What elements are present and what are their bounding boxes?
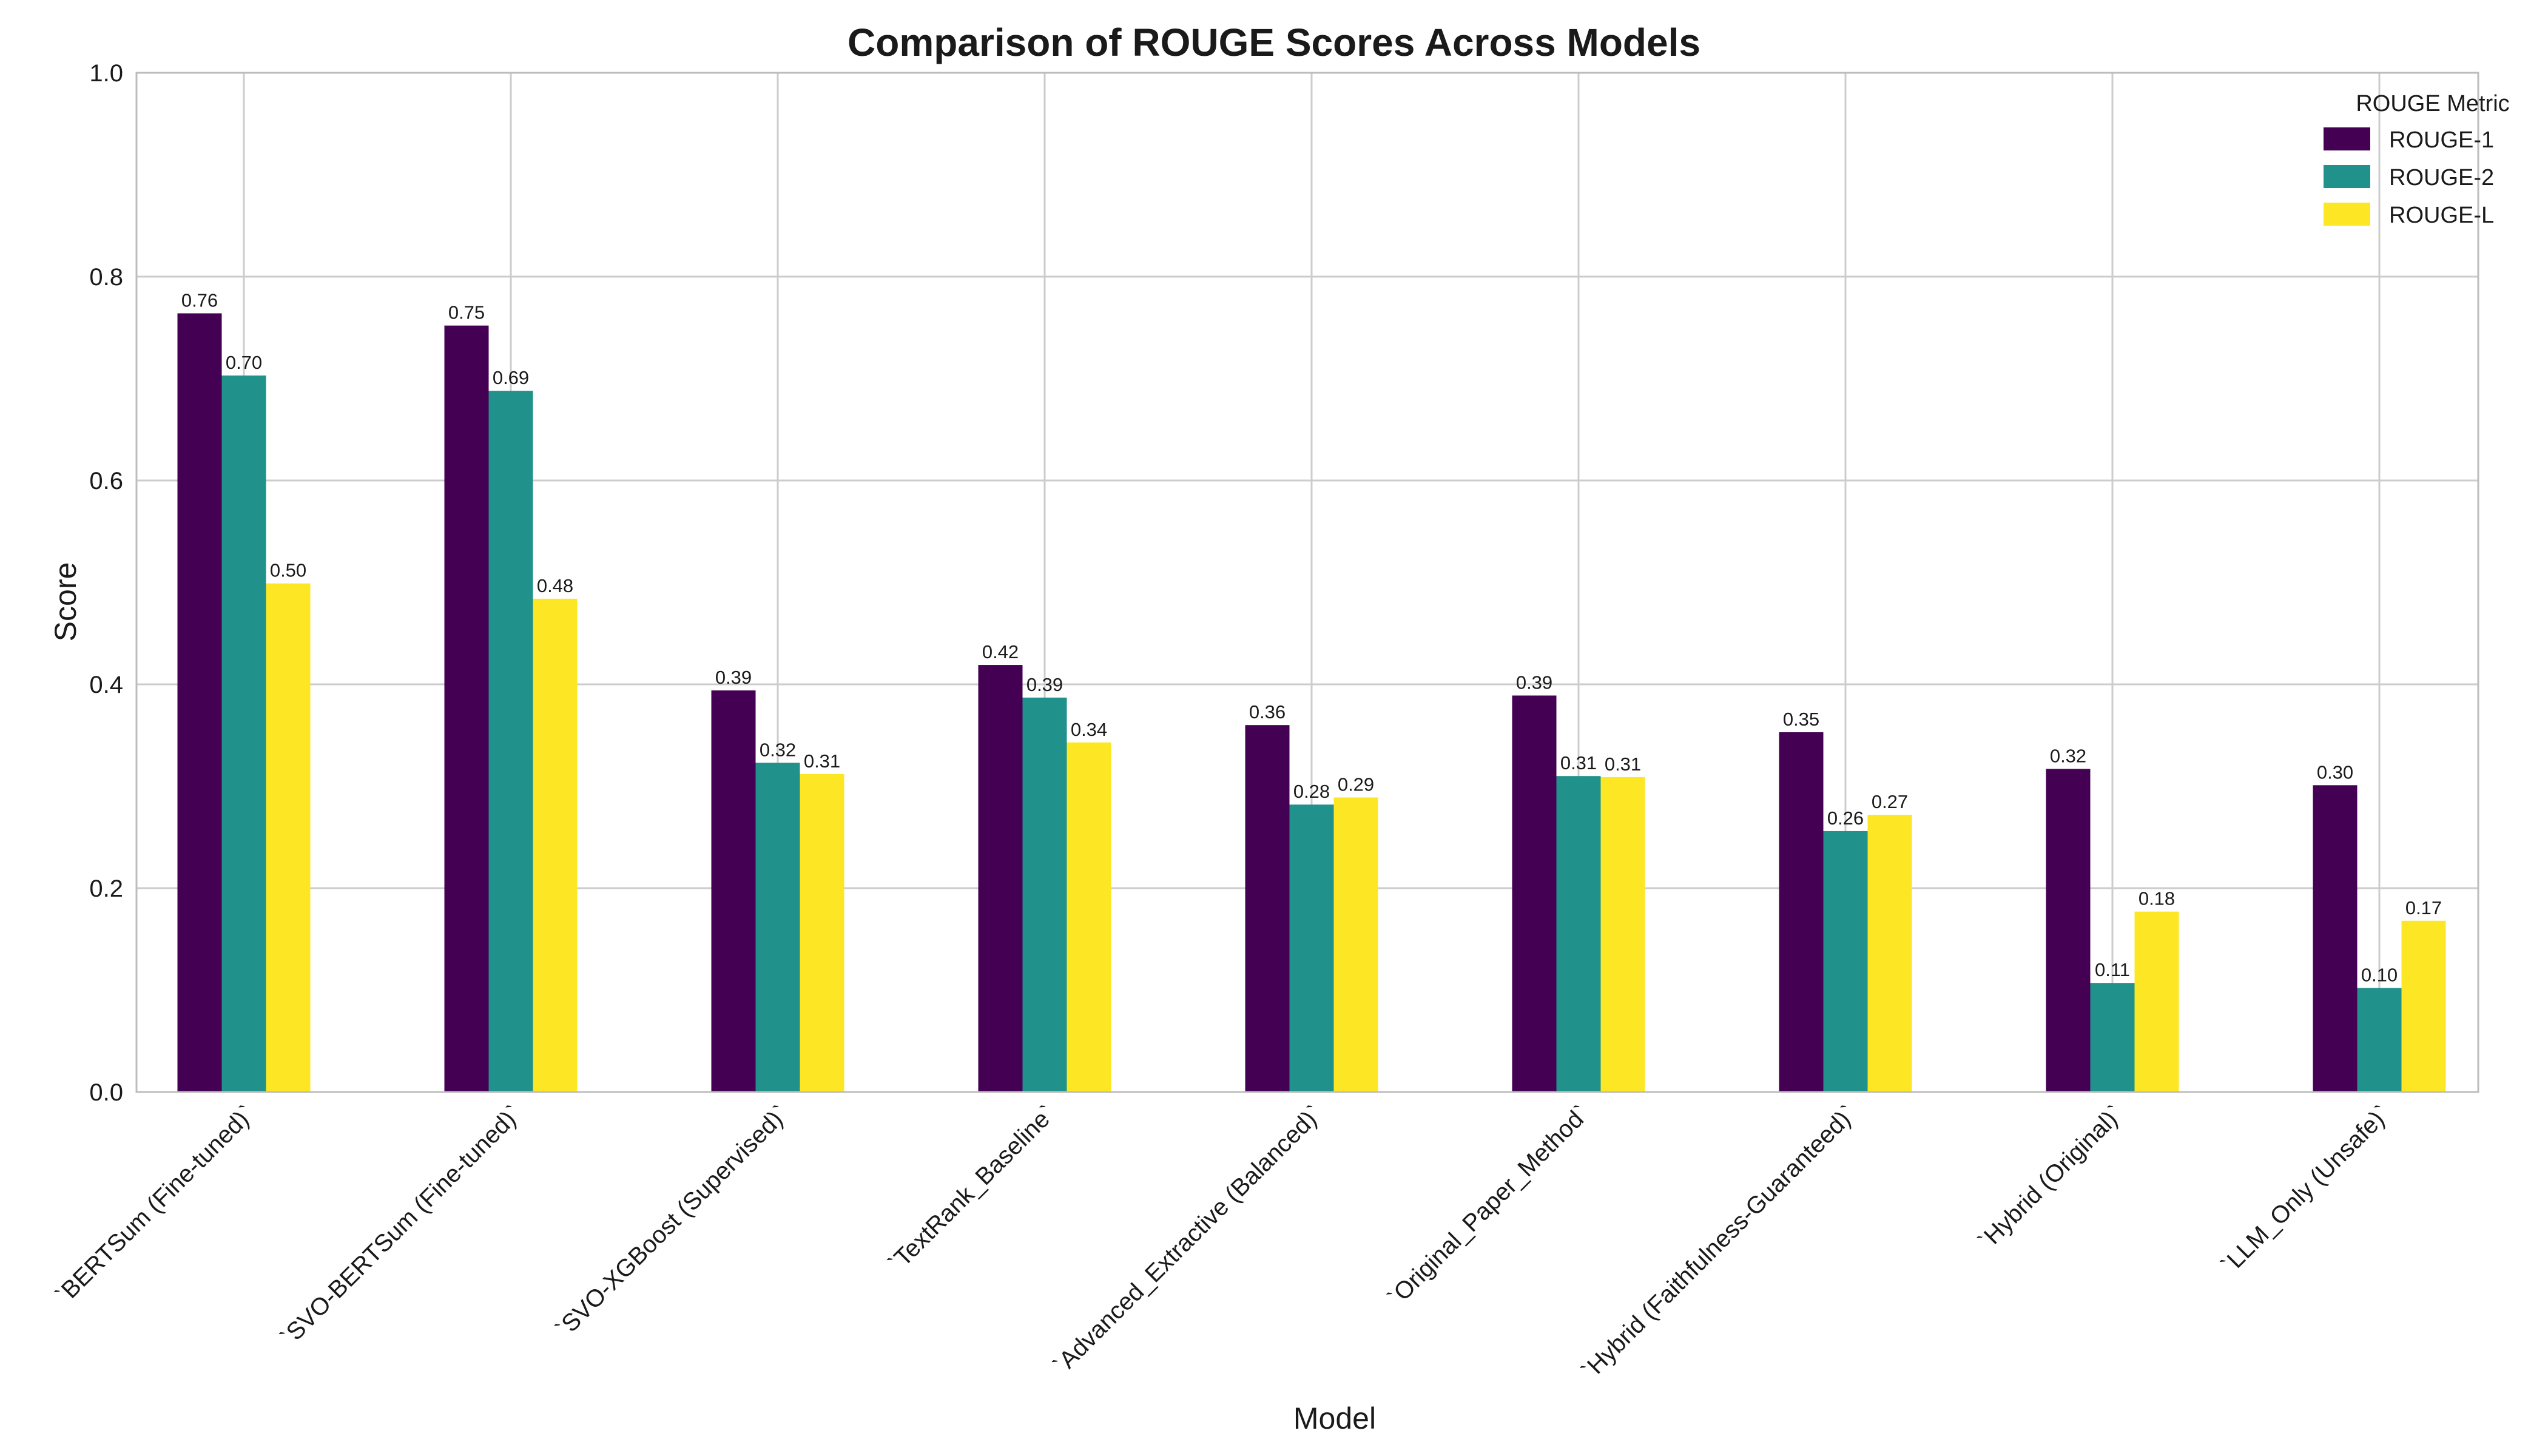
- bar-value-label: 0.42: [982, 641, 1019, 662]
- plot-frame: [135, 72, 2479, 1093]
- bar-rouge-l: [1067, 742, 1111, 1092]
- bar-rouge-2: [1289, 804, 1334, 1092]
- bar-rouge-l: [800, 774, 844, 1092]
- x-tick-label: `TextRank_Baseline`: [883, 1100, 1060, 1277]
- x-axis-label: Model: [1293, 1401, 1376, 1435]
- bar-rouge-1: [2046, 769, 2091, 1092]
- bar-rouge-1: [1779, 732, 1824, 1092]
- bar-value-label: 0.39: [1516, 672, 1552, 693]
- bar-value-label: 0.31: [1560, 752, 1597, 774]
- bar-value-label: 0.34: [1071, 719, 1107, 740]
- x-tick-label: `Hybrid (Original)`: [1973, 1100, 2129, 1255]
- legend-swatch: [2324, 127, 2370, 150]
- bar-rouge-2: [755, 763, 800, 1092]
- bar-rouge-l: [2134, 911, 2179, 1092]
- bar-rouge-l: [266, 583, 311, 1092]
- x-tick-label: `SVO-BERTSum (Fine-tuned)`: [275, 1100, 527, 1351]
- bar-rouge-2: [2357, 988, 2402, 1092]
- bar-value-label: 0.30: [2317, 761, 2353, 783]
- y-tick-label: 1.0: [89, 60, 123, 87]
- bar-rouge-l: [1600, 777, 1645, 1092]
- y-tick-label: 0.6: [89, 468, 123, 494]
- bar-rouge-2: [1823, 831, 1868, 1092]
- legend-entry-label: ROUGE-L: [2389, 203, 2494, 228]
- x-tick-label: `Original_Paper_Method`: [1383, 1100, 1595, 1312]
- bar-value-label: 0.32: [760, 739, 796, 760]
- bar-rouge-1: [1245, 725, 1290, 1092]
- bar-rouge-l: [2401, 920, 2446, 1092]
- y-axis-ticks: 0.0 0.2 0.4 0.6 0.8 1.0: [89, 60, 123, 1106]
- bar-rouge-2: [488, 391, 533, 1093]
- legend-title: ROUGE Metric: [2356, 91, 2509, 116]
- y-tick-label: 0.0: [89, 1079, 123, 1106]
- bar-rouge-1: [2313, 785, 2358, 1092]
- bar-value-label: 0.10: [2361, 965, 2398, 986]
- bar-value-label: 0.48: [537, 575, 573, 596]
- x-tick-label: `BERTSum (Fine-tuned)`: [50, 1100, 260, 1309]
- bar-value-label: 0.69: [493, 367, 529, 388]
- bar-value-label: 0.35: [1783, 709, 1819, 730]
- bar-value-label: 0.50: [270, 560, 306, 581]
- legend-items: ROUGE-1 ROUGE-2 ROUGE-L: [2324, 127, 2494, 228]
- y-tick-label: 0.8: [89, 264, 123, 291]
- bar-value-label: 0.32: [2050, 745, 2086, 766]
- bar-value-label: 0.31: [1605, 753, 1641, 775]
- bar-rouge-2: [1022, 697, 1067, 1092]
- legend: ROUGE Metric ROUGE-1 ROUGE-2 ROUGE-L: [2324, 91, 2510, 228]
- bar-value-labels: 0.76 0.75 0.39 0.42 0.36 0.39 0.35 0.32 0.30 0.70…: [181, 289, 2442, 985]
- legend-swatch: [2324, 165, 2370, 188]
- bar-value-label: 0.27: [1872, 791, 1908, 812]
- legend-entry-label: ROUGE-2: [2389, 165, 2494, 190]
- bar-rouge-1: [1512, 695, 1557, 1092]
- bar-rouge-1: [177, 313, 222, 1092]
- legend-swatch: [2324, 203, 2370, 226]
- y-axis-label: Score: [49, 562, 83, 642]
- bar-value-label: 0.39: [715, 667, 752, 688]
- bar-value-label: 0.28: [1293, 781, 1330, 802]
- x-tick-label: `Hybrid (Faithfulness-Guaranteed)`: [1577, 1100, 1862, 1385]
- bar-value-label: 0.39: [1026, 674, 1063, 695]
- bar-rouge-1: [444, 325, 489, 1092]
- bars: [177, 313, 2446, 1093]
- legend-entry-label: ROUGE-1: [2389, 127, 2494, 153]
- bar-value-label: 0.11: [2095, 959, 2130, 980]
- bar-rouge-l: [533, 598, 578, 1092]
- x-axis-ticks: `BERTSum (Fine-tuned)` `SVO-BERTSum (Fine…: [50, 1100, 2395, 1385]
- x-tick-label: `SVO-XGBoost (Supervised)`: [551, 1100, 794, 1343]
- bar-value-label: 0.17: [2405, 897, 2442, 918]
- x-tick-label: `Advanced_Extractive (Balanced)`: [1048, 1100, 1327, 1379]
- bar-rouge-2: [221, 375, 266, 1093]
- bar-value-label: 0.18: [2138, 888, 2175, 909]
- bar-value-label: 0.70: [226, 352, 262, 373]
- bar-value-label: 0.75: [448, 302, 485, 323]
- bar-value-label: 0.31: [804, 750, 840, 772]
- bar-rouge-l: [1333, 797, 1378, 1092]
- x-tick-label: `LLM_Only (Unsafe)`: [2216, 1100, 2395, 1279]
- y-tick-label: 0.4: [89, 672, 123, 698]
- bar-rouge-1: [978, 665, 1023, 1092]
- bar-value-label: 0.36: [1249, 701, 1286, 723]
- bar-rouge-2: [2090, 983, 2135, 1092]
- chart-title: Comparison of ROUGE Scores Across Models: [848, 21, 1700, 64]
- y-tick-label: 0.2: [89, 875, 123, 902]
- bar-rouge-l: [1867, 815, 1912, 1092]
- bar-value-label: 0.76: [181, 289, 218, 311]
- bar-value-label: 0.29: [1338, 774, 1374, 795]
- bar-value-label: 0.26: [1827, 807, 1864, 829]
- bar-rouge-1: [711, 690, 756, 1092]
- bar-rouge-2: [1556, 776, 1601, 1092]
